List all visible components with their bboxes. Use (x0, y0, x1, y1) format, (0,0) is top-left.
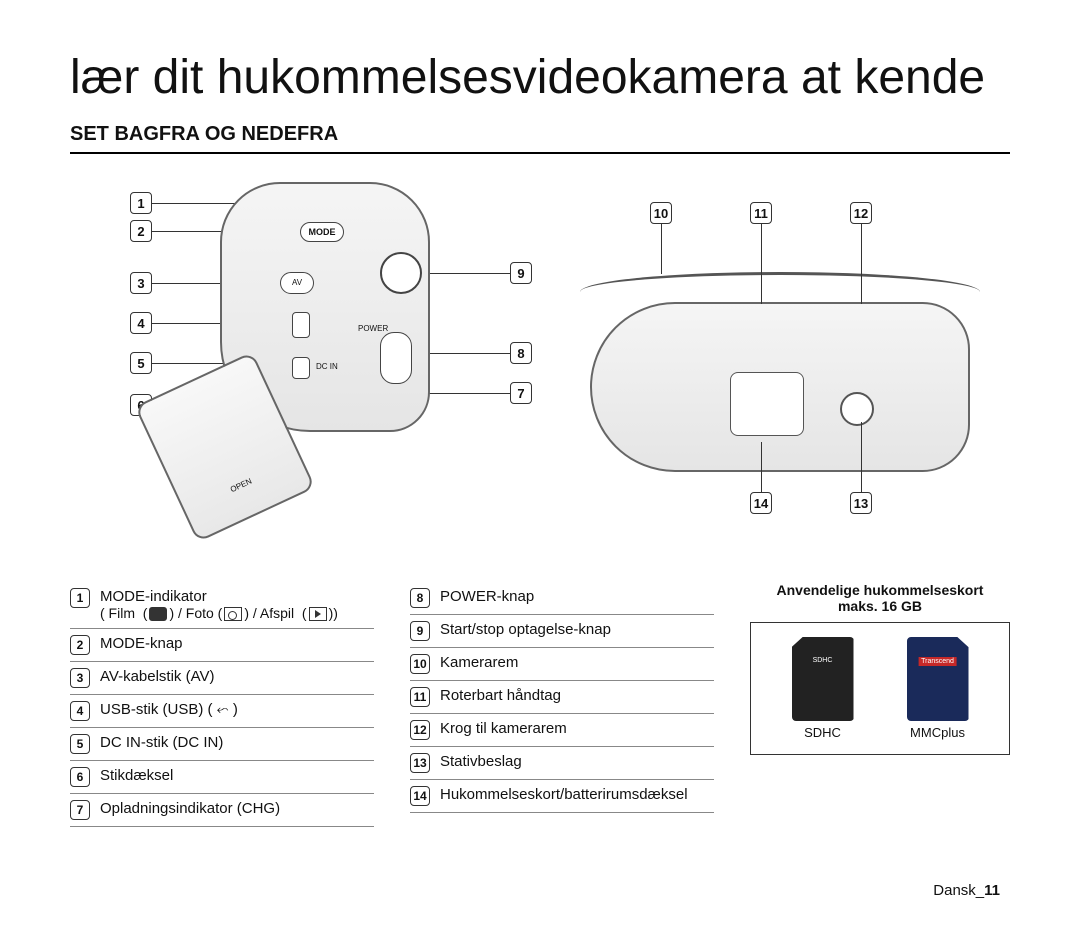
leader-line (761, 224, 762, 304)
leader-line (761, 442, 762, 492)
legend-row: 2 MODE-knap (70, 629, 374, 662)
legend-number: 7 (70, 800, 90, 820)
page-footer: Dansk_11 (933, 882, 1000, 899)
legend-text: Start/stop optagelse-knap (440, 621, 714, 638)
legend-number: 13 (410, 753, 430, 773)
camera-rear-illustration: MODE AV DC IN POWER OPEN (170, 182, 480, 522)
av-port-label: AV (280, 272, 314, 294)
callout-1: 1 (130, 192, 152, 214)
legend-row: 1 MODE-indikator ( Film () / Foto () / A… (70, 582, 374, 629)
callout-2: 2 (130, 220, 152, 242)
callout-11: 11 (750, 202, 772, 224)
legend-number: 10 (410, 654, 430, 674)
page-title: lær dit hukommelsesvideokamera at kende (70, 50, 1010, 105)
callout-13: 13 (850, 492, 872, 514)
dcin-label: DC IN (316, 362, 338, 371)
legend-number: 6 (70, 767, 90, 787)
legend-text: Roterbart håndtag (440, 687, 714, 704)
callout-8: 8 (510, 342, 532, 364)
legend-text: MODE-knap (100, 635, 374, 652)
legend-number: 1 (70, 588, 90, 608)
callout-14: 14 (750, 492, 772, 514)
legend-row: 14 Hukommelseskort/batterirumsdæksel (410, 780, 714, 813)
tripod-socket (840, 392, 874, 426)
legend-row: 13 Stativbeslag (410, 747, 714, 780)
battery-door (730, 372, 804, 436)
legend-row: 5 DC IN-stik (DC IN) (70, 728, 374, 761)
legend-row: 12 Krog til kamerarem (410, 714, 714, 747)
callout-12: 12 (850, 202, 872, 224)
manual-page: lær dit hukommelsesvideokamera at kende … (0, 0, 1080, 867)
legend-row: 10 Kamerarem (410, 648, 714, 681)
callout-10: 10 (650, 202, 672, 224)
legend-number: 8 (410, 588, 430, 608)
legend-row: 7 Opladningsindikator (CHG) (70, 794, 374, 827)
legend-number: 3 (70, 668, 90, 688)
legend-text: Opladningsindikator (CHG) (100, 800, 374, 817)
section-subtitle: SET BAGFRA OG NEDEFRA (70, 123, 1010, 154)
legend-text: POWER-knap (440, 588, 714, 605)
legend-number: 14 (410, 786, 430, 806)
memory-card-box: Anvendelige hukommelseskortmaks. 16 GB S… (750, 582, 1010, 755)
legend-row: 4 USB-stik (USB) ( ⬿ ) (70, 695, 374, 728)
leader-line (661, 224, 662, 274)
legend-text: Krog til kamerarem (440, 720, 714, 737)
legend-text: USB-stik (USB) ( ⬿ ) (100, 701, 374, 718)
callout-3: 3 (130, 272, 152, 294)
legend-text: Stativbeslag (440, 753, 714, 770)
diagram-area: 1 2 3 4 5 6 9 8 7 MODE AV DC IN POWER (70, 172, 1010, 562)
legend-text: Hukommelseskort/batterirumsdæksel (440, 786, 714, 803)
mmcplus-card-icon: Transcend (907, 637, 969, 721)
memory-card-title: Anvendelige hukommelseskortmaks. 16 GB (750, 582, 1010, 614)
callout-4: 4 (130, 312, 152, 334)
mmcplus-label: MMCplus (907, 725, 969, 740)
movie-icon (149, 607, 167, 621)
footer-page-number: 11 (984, 882, 1000, 899)
dcin-port (292, 357, 310, 379)
legend-columns: 1 MODE-indikator ( Film () / Foto () / A… (70, 582, 1010, 827)
legend-number: 5 (70, 734, 90, 754)
legend-text: Kamerarem (440, 654, 714, 671)
power-label: POWER (358, 324, 388, 333)
legend-text: Stikdæksel (100, 767, 374, 784)
memory-card-inner: SDHC SDHC Transcend MMCplus (750, 622, 1010, 755)
sdhc-label: SDHC (792, 725, 854, 740)
legend-row: 3 AV-kabelstik (AV) (70, 662, 374, 695)
callout-9: 9 (510, 262, 532, 284)
legend-row: 6 Stikdæksel (70, 761, 374, 794)
mode-button-label: MODE (300, 222, 344, 242)
power-switch (380, 332, 412, 384)
legend-text: DC IN-stik (DC IN) (100, 734, 374, 751)
callout-5: 5 (130, 352, 152, 374)
legend-row: 11 Roterbart håndtag (410, 681, 714, 714)
leader-line (861, 224, 862, 304)
legend-text: MODE-indikator ( Film () / Foto () / Afs… (100, 588, 374, 622)
open-label: OPEN (229, 476, 253, 494)
legend-number: 2 (70, 635, 90, 655)
legend-row: 8 POWER-knap (410, 582, 714, 615)
legend-number: 9 (410, 621, 430, 641)
legend-text: AV-kabelstik (AV) (100, 668, 374, 685)
legend-column-1: 1 MODE-indikator ( Film () / Foto () / A… (70, 582, 374, 827)
mmcplus-card-item: Transcend MMCplus (907, 637, 969, 740)
legend-number: 4 (70, 701, 90, 721)
camera-bottom-illustration (590, 232, 990, 492)
footer-lang: Dansk_ (933, 882, 984, 899)
camera-icon (224, 607, 242, 621)
legend-row: 9 Start/stop optagelse-knap (410, 615, 714, 648)
callout-7: 7 (510, 382, 532, 404)
legend-column-2: 8 POWER-knap 9 Start/stop optagelse-knap 1… (410, 582, 714, 813)
legend-number: 11 (410, 687, 430, 707)
legend-number: 12 (410, 720, 430, 740)
leader-line (861, 422, 862, 492)
sdhc-card-icon: SDHC (792, 637, 854, 721)
record-button (380, 252, 422, 294)
usb-port (292, 312, 310, 338)
sdhc-card-item: SDHC SDHC (792, 637, 854, 740)
play-icon (309, 607, 327, 621)
mmc-inner-label: Transcend (918, 657, 957, 666)
sdhc-inner-label: SDHC (813, 657, 833, 664)
